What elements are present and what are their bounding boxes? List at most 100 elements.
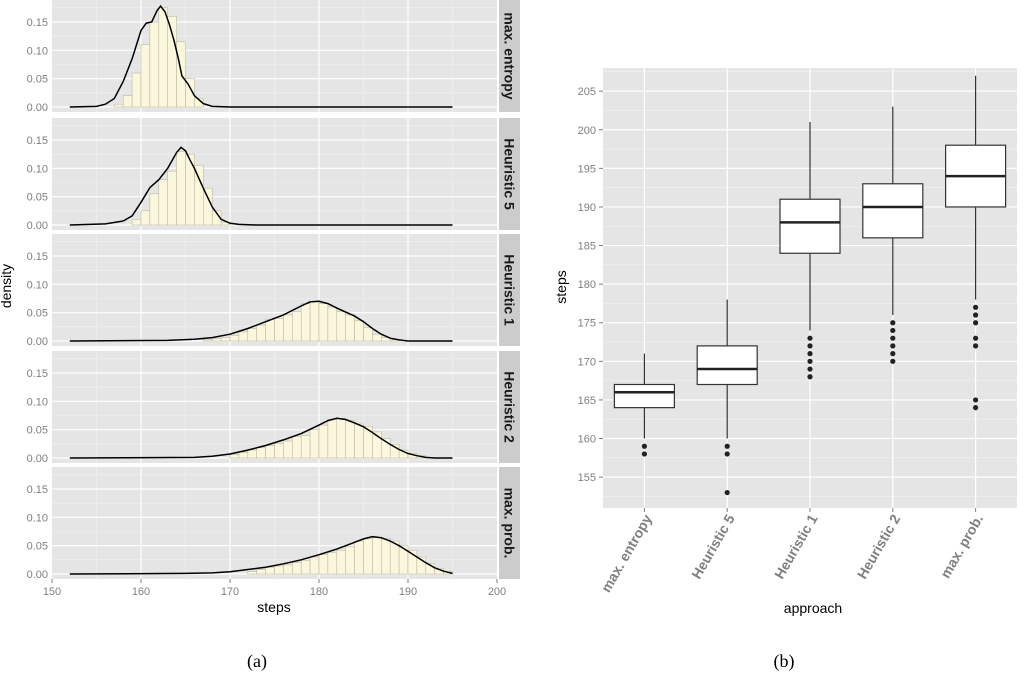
box-body xyxy=(613,383,676,409)
histogram-bar xyxy=(292,562,302,575)
histogram-bar xyxy=(140,44,151,108)
box-body xyxy=(779,198,841,254)
histogram-bar xyxy=(256,324,266,342)
outlier-point xyxy=(641,443,648,449)
facet-panel: 0.00 0.05 0.10 0.15 Heuristic 2 xyxy=(27,351,520,465)
box xyxy=(862,106,924,364)
left-y-axis-label: density xyxy=(0,264,14,308)
density-curve xyxy=(69,4,453,108)
histogram-bar xyxy=(256,569,266,575)
facet-strip xyxy=(499,118,520,230)
histogram-bar xyxy=(283,564,293,575)
outlier-point xyxy=(807,351,813,357)
histogram-bar xyxy=(247,328,257,342)
boxplot-panel: 155 160 165 170 175 180 185 190 195 200 205 max. en… xyxy=(578,68,1017,595)
y-tick-label: 0.10 xyxy=(27,279,48,291)
histogram-bar xyxy=(158,7,168,108)
y-tick-label: 155 xyxy=(578,472,596,484)
histogram-bar xyxy=(149,21,160,108)
histogram-bar xyxy=(300,560,311,575)
histogram-bar xyxy=(336,418,346,459)
histogram-bar xyxy=(283,314,293,342)
box xyxy=(779,122,841,380)
histogram-bar xyxy=(292,436,302,459)
y-tick-label: 0.10 xyxy=(27,45,48,57)
outlier-point xyxy=(724,443,730,449)
outlier-point xyxy=(973,320,979,326)
box-body xyxy=(862,183,924,239)
histogram-bar xyxy=(318,554,329,575)
outlier-point xyxy=(890,327,896,334)
box-body xyxy=(696,345,758,386)
histogram-bar xyxy=(336,549,346,575)
y-tick-label: 185 xyxy=(578,241,596,253)
histogram-bar xyxy=(283,440,293,459)
histogram-bar xyxy=(274,318,284,342)
histogram-bar xyxy=(265,566,275,575)
histogram-bar xyxy=(265,445,275,459)
x-tick-label: 170 xyxy=(221,586,239,598)
y-tick-label: 170 xyxy=(578,356,596,368)
histogram-bar xyxy=(122,95,133,108)
y-tick-label: 0.00 xyxy=(27,569,48,581)
outlier-point xyxy=(807,374,813,380)
y-tick-label: 0.00 xyxy=(27,102,48,114)
x-tick-label: 190 xyxy=(399,586,417,598)
facet-strip xyxy=(499,467,520,579)
y-tick-label: 0.15 xyxy=(27,251,48,263)
density-curve xyxy=(69,146,453,226)
facet-strip xyxy=(499,351,520,463)
y-tick-label: 0.15 xyxy=(27,368,48,380)
outlier-point xyxy=(890,343,896,349)
histogram-bar xyxy=(318,424,329,459)
y-tick-label: 175 xyxy=(578,318,596,330)
y-tick-label: 200 xyxy=(578,125,596,137)
y-tick-label: 195 xyxy=(578,163,596,175)
histogram-bar xyxy=(158,179,168,226)
facet-strip xyxy=(499,0,520,112)
outlier-point xyxy=(807,343,813,349)
histogram-bar xyxy=(131,219,142,226)
y-tick-label: 0.05 xyxy=(27,74,48,86)
y-tick-label: 180 xyxy=(578,279,596,291)
x-tick-label: 180 xyxy=(310,586,328,598)
y-tick-label: 0.15 xyxy=(27,17,48,29)
facet-label: Heuristic 2 xyxy=(502,371,518,443)
box xyxy=(613,353,676,457)
histogram-bar xyxy=(309,429,320,459)
outlier-point xyxy=(807,335,813,341)
histogram-bar xyxy=(247,449,257,459)
histogram-bar xyxy=(114,103,124,108)
histogram-bar xyxy=(327,552,338,575)
histogram-bar xyxy=(389,540,400,575)
facet-panel: 0.00 0.05 0.10 0.15 Heuristic 1 xyxy=(27,234,520,348)
caption-a: (a) xyxy=(247,651,267,672)
left-x-axis-label: steps xyxy=(257,599,290,615)
histogram-bar xyxy=(336,311,346,342)
box xyxy=(944,75,1007,411)
histogram-bar xyxy=(238,452,249,459)
outlier-point xyxy=(890,351,896,357)
category-label: Heuristic 2 xyxy=(854,511,904,581)
histogram-bar xyxy=(256,447,266,459)
y-tick-label: 0.00 xyxy=(27,220,48,232)
outlier-point xyxy=(890,335,896,341)
y-tick-label: 0.10 xyxy=(27,512,48,524)
facet-strip xyxy=(499,234,520,346)
histogram-bar xyxy=(345,314,355,342)
outlier-point xyxy=(973,397,979,403)
box xyxy=(696,299,758,496)
y-tick-label: 165 xyxy=(578,395,596,407)
y-tick-label: 0.05 xyxy=(27,192,48,204)
y-tick-label: 0.15 xyxy=(27,484,48,496)
histogram-bar xyxy=(229,335,240,342)
outlier-point xyxy=(890,358,896,364)
histogram-bar xyxy=(363,327,373,342)
y-tick-label: 0.15 xyxy=(27,135,48,147)
histogram-bar xyxy=(300,435,311,459)
y-tick-label: 0.05 xyxy=(27,541,48,553)
category-label: Heuristic 5 xyxy=(688,511,738,581)
histogram-bar xyxy=(176,151,186,226)
facet-label: max. entropy xyxy=(502,12,518,99)
outlier-point xyxy=(890,320,896,326)
